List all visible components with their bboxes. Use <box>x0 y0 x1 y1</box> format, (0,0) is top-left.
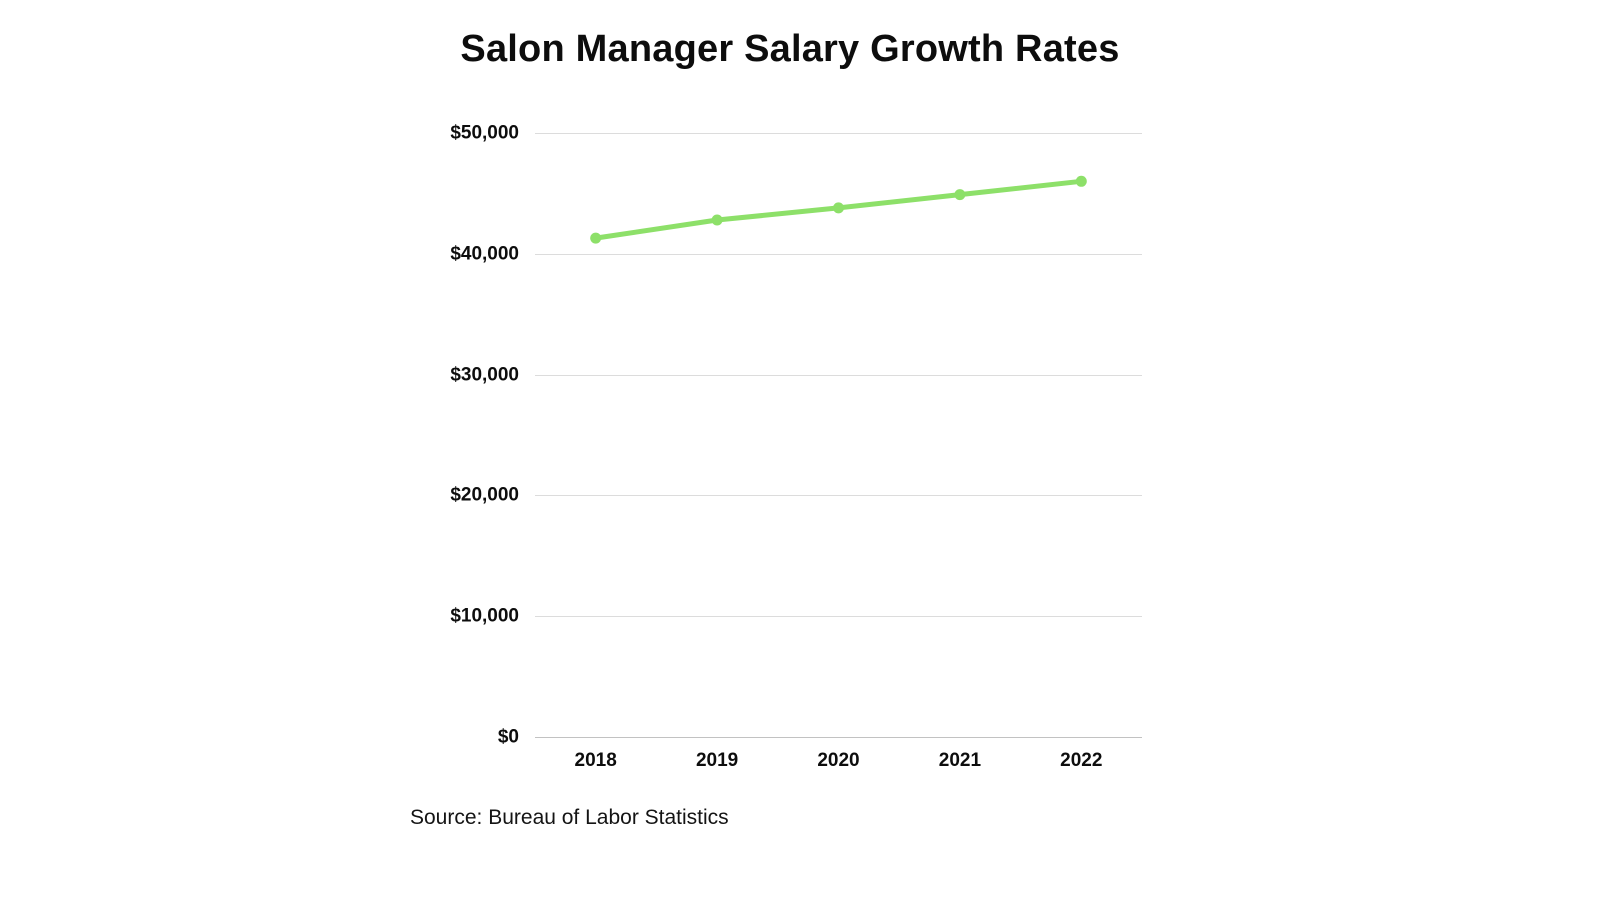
x-axis-tick-label: 2020 <box>817 750 860 771</box>
gridline <box>535 374 1142 376</box>
y-axis-tick-label: $40,000 <box>450 243 519 265</box>
y-axis-tick-label: $20,000 <box>450 484 519 506</box>
y-axis-tick-label: $10,000 <box>450 605 519 627</box>
data-point <box>833 202 844 214</box>
x-axis-tick-label: 2022 <box>1060 750 1103 771</box>
data-point <box>954 189 966 201</box>
y-axis-tick-label: $50,000 <box>450 122 519 144</box>
y-axis-tick-label: $30,000 <box>450 364 519 386</box>
data-point <box>1075 175 1087 187</box>
plot-area: $50,000 $40,000 $30,000 $20,000 $10,000 $0 20… <box>450 124 1142 771</box>
chart-title: Salon Manager Salary Growth Rates <box>460 28 1120 70</box>
x-axis-tick-label: 2021 <box>938 750 982 771</box>
y-axis-tick-label: $0 <box>497 726 519 748</box>
gridline <box>535 616 1142 618</box>
gridline <box>535 495 1142 497</box>
data-point <box>711 214 723 226</box>
source-note: Source: Bureau of Labor Statistics <box>410 806 729 829</box>
gridline <box>535 253 1142 255</box>
x-axis-tick-label: 2019 <box>695 750 739 771</box>
x-axis-line <box>535 737 1142 738</box>
data-point <box>590 232 602 244</box>
salary-line-chart-svg <box>590 175 1087 244</box>
x-axis-tick-label: 2018 <box>574 750 617 771</box>
gridline <box>535 133 1142 134</box>
